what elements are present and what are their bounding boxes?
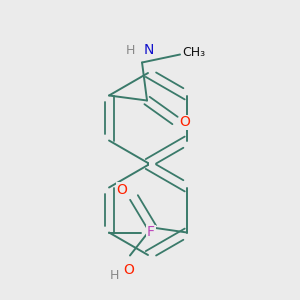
Text: N: N xyxy=(144,44,154,58)
Text: O: O xyxy=(124,262,134,277)
Text: O: O xyxy=(180,116,190,130)
Text: F: F xyxy=(147,226,155,239)
Text: H: H xyxy=(125,44,135,57)
Text: H: H xyxy=(109,269,119,282)
Text: O: O xyxy=(116,182,128,197)
Text: CH₃: CH₃ xyxy=(182,46,206,59)
